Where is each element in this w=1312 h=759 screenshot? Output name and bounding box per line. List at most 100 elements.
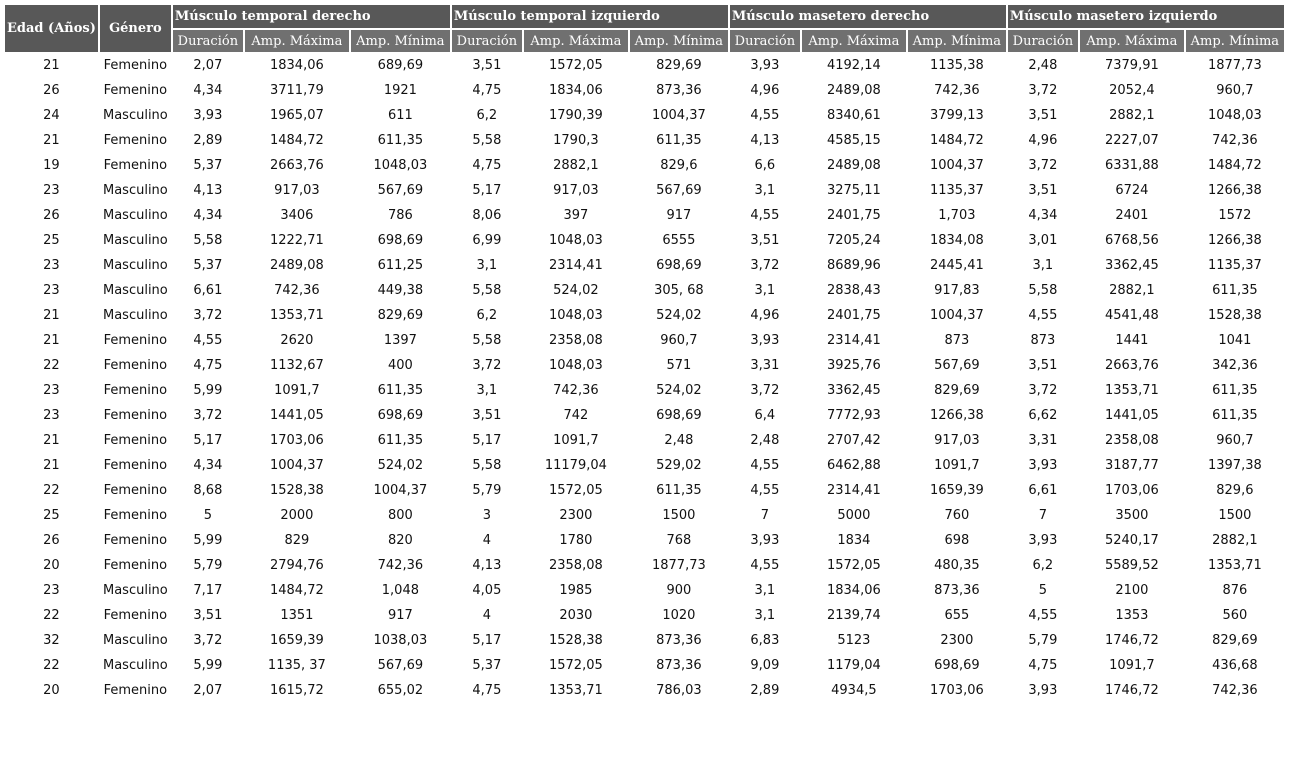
table-cell: 4,05	[472, 583, 502, 598]
table-cell: 3,72	[750, 383, 780, 398]
table-cell: 25	[43, 508, 60, 523]
subcolumn-header: Amp. Mínima	[1185, 30, 1284, 52]
table-cell: Masculino	[102, 583, 168, 598]
table-cell: 829,69	[1212, 633, 1258, 648]
table-cell: 698,69	[934, 658, 980, 673]
table-cell: 2489,08	[826, 83, 881, 98]
table-cell: 917,03	[553, 183, 599, 198]
table-cell: 524,02	[553, 283, 599, 298]
table-row: 23 Masculino 7,17 1484,72 1,048 4,05 1985 900 3,…	[5, 579, 1284, 602]
table-cell: 1135,37	[929, 183, 984, 198]
table-cell: 2,89	[193, 133, 223, 148]
table-cell: 960,7	[660, 333, 698, 348]
table-cell: 567,69	[377, 183, 424, 198]
table-row: 21 Femenino 4,55 2620 1397 5,58 2358,08 960,7 3,…	[5, 329, 1284, 352]
table-cell: 5	[1038, 583, 1048, 598]
table-cell: 23	[43, 258, 60, 273]
table-cell: 2358,08	[1104, 433, 1159, 448]
table-cell: 32	[43, 633, 60, 648]
table-cell: 2707,42	[826, 433, 881, 448]
table-cell: 2314,41	[548, 258, 603, 273]
table-cell: 760	[944, 508, 970, 523]
table-cell: 1703,06	[929, 683, 984, 698]
table-cell: 1266,38	[929, 408, 984, 423]
table-cell: 524,02	[656, 383, 702, 398]
table-cell: 7205,24	[826, 233, 881, 248]
table-cell: 5,17	[472, 633, 502, 648]
table-cell: 742,36	[377, 558, 424, 573]
table-cell: 6555	[662, 233, 696, 248]
table-row: 26 Femenino 5,99 829 820 4 1780 768 3,93 1834 698 3…	[5, 529, 1284, 552]
table-row: 26 Femenino 4,34 3711,79 1921 4,75 1834,06 873,…	[5, 79, 1284, 102]
table-cell: 1780	[559, 533, 593, 548]
table-cell: 6724	[1115, 183, 1149, 198]
table-cell: 1004,37	[651, 108, 706, 123]
table-cell: 611,35	[1212, 383, 1258, 398]
table-cell: 3,1	[754, 183, 776, 198]
table-cell: 7	[1038, 508, 1048, 523]
table-cell: 22	[43, 358, 60, 373]
subcolumn-header: Amp. Mínima	[629, 30, 728, 52]
table-cell: 6331,88	[1104, 158, 1159, 173]
table-cell: 5,17	[472, 183, 502, 198]
table-cell: 1048,03	[548, 308, 603, 323]
table-row: 19 Femenino 5,37 2663,76 1048,03 4,75 2882,1 82…	[5, 154, 1284, 177]
table-cell: Femenino	[103, 558, 168, 573]
table-cell: 1353,71	[548, 683, 603, 698]
table-cell: 3,31	[1028, 433, 1058, 448]
table-cell: 524,02	[377, 458, 424, 473]
table-cell: 1441,05	[269, 408, 324, 423]
table-cell: 6,2	[1032, 558, 1054, 573]
table-cell: 1004,37	[373, 483, 428, 498]
table-cell: 3,51	[472, 58, 502, 73]
table-cell: 1572,05	[826, 558, 881, 573]
table-row: 22 Femenino 8,68 1528,38 1004,37 5,79 1572,05 6…	[5, 479, 1284, 502]
table-cell: 6,61	[1028, 483, 1058, 498]
table-cell: 2314,41	[826, 333, 881, 348]
table-cell: 2,07	[193, 683, 223, 698]
table-cell: 305, 68	[654, 283, 704, 298]
table-row: 22 Femenino 3,51 1351 917 4 2030 1020 3,1 2139,74…	[5, 604, 1284, 627]
table-cell: 4585,15	[826, 133, 881, 148]
table-cell: 23	[43, 183, 60, 198]
table-cell: 1135, 37	[267, 658, 326, 673]
table-cell: 2489,08	[269, 258, 324, 273]
table-cell: 9,09	[750, 658, 780, 673]
table-cell: 342,36	[1212, 358, 1258, 373]
table-cell: 397	[563, 208, 589, 223]
table-cell: 3,01	[1028, 233, 1058, 248]
table-cell: 21	[43, 58, 60, 73]
table-cell: Masculino	[102, 258, 168, 273]
table-cell: 4,34	[193, 208, 223, 223]
table-cell: 26	[43, 83, 60, 98]
table-cell: 11179,04	[544, 458, 607, 473]
table-cell: 4,13	[472, 558, 502, 573]
table-cell: 1132,67	[269, 358, 324, 373]
table-cell: 611,35	[1212, 408, 1258, 423]
table-cell: 2663,76	[269, 158, 324, 173]
table-cell: 7	[760, 508, 770, 523]
table-cell: Masculino	[102, 208, 168, 223]
table-cell: 611,25	[377, 258, 424, 273]
table-cell: 3,93	[1028, 683, 1058, 698]
table-cell: 3,51	[1028, 108, 1058, 123]
table-cell: 6,61	[193, 283, 223, 298]
table-cell: 3,72	[750, 258, 780, 273]
table-cell: 1397	[383, 333, 417, 348]
table-cell: 4192,14	[826, 58, 881, 73]
table-cell: 917	[666, 208, 692, 223]
table-cell: 1004,37	[269, 458, 324, 473]
table-cell: 5,79	[472, 483, 502, 498]
table-cell: 6,99	[472, 233, 502, 248]
table-cell: 2663,76	[1104, 358, 1159, 373]
table-row: 21 Masculino 3,72 1353,71 829,69 6,2 1048,03 52…	[5, 304, 1284, 327]
table-cell: Femenino	[103, 483, 168, 498]
table-cell: 1353,71	[1207, 558, 1262, 573]
table-cell: 611,35	[1212, 283, 1258, 298]
table-cell: 6,2	[476, 108, 498, 123]
table-cell: 611,35	[377, 133, 424, 148]
table-cell: 4,55	[750, 558, 780, 573]
table-cell: 3	[482, 508, 492, 523]
table-cell: 2300	[940, 633, 974, 648]
table-cell: 449,38	[377, 283, 424, 298]
